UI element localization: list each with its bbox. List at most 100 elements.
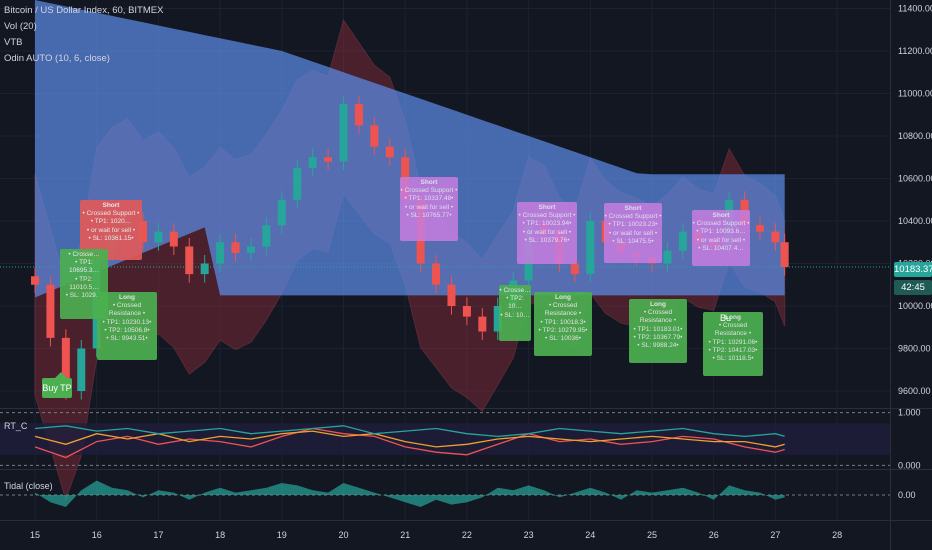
- signal-line: Long: [650, 301, 666, 308]
- x-tick-label: 23: [524, 530, 534, 540]
- signal-line: • Crossed Support •: [82, 210, 140, 218]
- signal-line: Short: [712, 212, 730, 219]
- x-tick-label: 19: [277, 530, 287, 540]
- y-tick-label: 11000.00: [898, 89, 932, 99]
- y-tick-label: 11400.00: [898, 4, 932, 14]
- signal-line: • SL: 9988.24•: [637, 342, 679, 350]
- odin-indicator-label[interactable]: Odin AUTO (10, 6, close): [4, 53, 110, 64]
- candle-body: [663, 250, 672, 264]
- signal-line: • TP1: 10337.48•: [404, 195, 454, 203]
- signal-line: • Crosse…: [68, 251, 100, 258]
- tidal-label: Tidal (close): [4, 481, 53, 491]
- signal-line: • TP1: 1020…: [90, 218, 132, 226]
- x-tick-label: 21: [400, 530, 410, 540]
- candle-body: [31, 276, 39, 285]
- signal-box: Long • Crossed Resistance • • TP1: 10018.3…: [534, 292, 592, 356]
- x-tick-label: 27: [770, 530, 780, 540]
- vol-indicator-label[interactable]: Vol (20): [4, 21, 37, 32]
- candle-body: [385, 146, 394, 158]
- candle-body: [77, 348, 86, 391]
- x-tick-label: 28: [832, 530, 842, 540]
- candle-body: [755, 225, 764, 232]
- candle-body: [570, 263, 579, 275]
- signal-box: Long • Crossed Resistance • • TP1: 10291.0…: [703, 312, 763, 376]
- signal-line: Short: [538, 204, 556, 211]
- signal-line: • Crossed Resistance •: [108, 302, 146, 318]
- rt-series-line: [34, 427, 785, 459]
- candle-body: [293, 167, 302, 200]
- candle-body: [185, 246, 194, 275]
- candle-body: [262, 225, 271, 247]
- y-tick-label: 10800.00: [898, 131, 932, 141]
- candle-body: [200, 263, 209, 275]
- signal-line: • TP1: 10183.01•: [633, 325, 683, 333]
- signal-line: • SL: 1029…: [65, 292, 103, 300]
- y-tick-label: 10600.00: [898, 174, 932, 184]
- signal-line: • TP1: 10230.13•: [102, 318, 152, 326]
- candle-body: [493, 306, 502, 332]
- signal-line: • Crossed Resistance •: [544, 302, 582, 318]
- signal-line: Short: [102, 202, 120, 209]
- signal-line: • Crosse…: [499, 287, 531, 294]
- signal-line: • SL: 10036•: [545, 335, 581, 343]
- signal-line: • TP2: 10367.79•: [633, 333, 683, 341]
- signal-line: • TP2: 11010.5…: [69, 275, 99, 291]
- candle-body: [339, 104, 348, 162]
- signal-line: • TP2: 10…: [506, 295, 524, 311]
- symbol-title[interactable]: Bitcoin / US Dollar Index, 60, BITMEX: [4, 5, 164, 16]
- signal-line: Short: [420, 179, 438, 186]
- signal-line: • TP1: 10023.23•: [608, 221, 658, 229]
- signal-line: • or wait for sell •: [608, 229, 658, 237]
- candle-body: [169, 231, 178, 247]
- rt-tick-label: 0.000: [898, 460, 921, 470]
- current-price-tag: 10183.37: [894, 262, 932, 277]
- signal-line: • TP2: 10279.95•: [538, 326, 588, 334]
- vtb-indicator-label[interactable]: VTB: [4, 37, 23, 48]
- signal-line: Long: [725, 314, 741, 321]
- chart-legend: Bitcoin / US Dollar Index, 60, BITMEX Vo…: [4, 3, 163, 67]
- buy-label: Bu: [720, 313, 732, 323]
- signal-line: • TP1: 10291.06•: [708, 338, 758, 346]
- signal-line: • SL: 10361.15•: [88, 234, 134, 242]
- candle-body: [231, 242, 240, 253]
- candle-body: [138, 221, 147, 243]
- signal-line: • Crossed Support •: [692, 220, 750, 228]
- x-tick-label: 22: [462, 530, 472, 540]
- candle-body: [370, 125, 379, 147]
- signal-line: • or wait for sell •: [522, 228, 572, 236]
- candle-body: [478, 316, 487, 332]
- candle-body: [46, 284, 55, 338]
- signal-line: • SL: 9943.51•: [106, 335, 148, 343]
- signal-line: • SL: 10765.77•: [406, 211, 452, 219]
- signal-box: • Crosse… • TP2: 10… • SL: 10…: [499, 285, 531, 341]
- candle-body: [462, 306, 471, 317]
- candle-body: [771, 231, 780, 243]
- blue-cloud-band: [35, 0, 785, 298]
- signal-line: • SL: 10475.5•: [612, 237, 654, 245]
- signal-line: • or wait for sell •: [86, 226, 136, 234]
- x-tick-label: 25: [647, 530, 657, 540]
- signal-line: • SL: 10379.76•: [524, 236, 570, 244]
- buy-tp-label: Buy TP: [42, 372, 72, 398]
- signal-line: • TP1: 10695.3…: [69, 259, 99, 275]
- candle-body: [277, 199, 286, 226]
- signal-line: Long: [555, 294, 571, 301]
- signal-box: Long • Crossed Resistance • • TP1: 10183.0…: [629, 299, 687, 363]
- signal-line: • SL: 10…: [500, 311, 530, 319]
- signal-line: • TP2: 10506.8•: [104, 326, 150, 334]
- signal-line: • TP1: 10093.6…: [696, 228, 746, 236]
- x-tick-label: 26: [709, 530, 719, 540]
- signal-line: Long: [119, 294, 135, 301]
- signal-line: • TP1: 10018.3•: [540, 318, 586, 326]
- x-tick-label: 24: [585, 530, 595, 540]
- signal-line: • TP1: 10023.94•: [522, 220, 572, 228]
- candle-body: [432, 263, 441, 285]
- signal-line: • or wait for sell •: [696, 236, 746, 244]
- signal-line: • SL: 10118.5•: [712, 355, 754, 363]
- tidal-tick-label: 0.00: [898, 490, 916, 500]
- y-tick-label: 11200.00: [898, 46, 932, 56]
- rt-label: RT_C: [4, 421, 28, 431]
- candle-body: [246, 246, 255, 253]
- y-tick-label: 9600.00: [898, 386, 931, 396]
